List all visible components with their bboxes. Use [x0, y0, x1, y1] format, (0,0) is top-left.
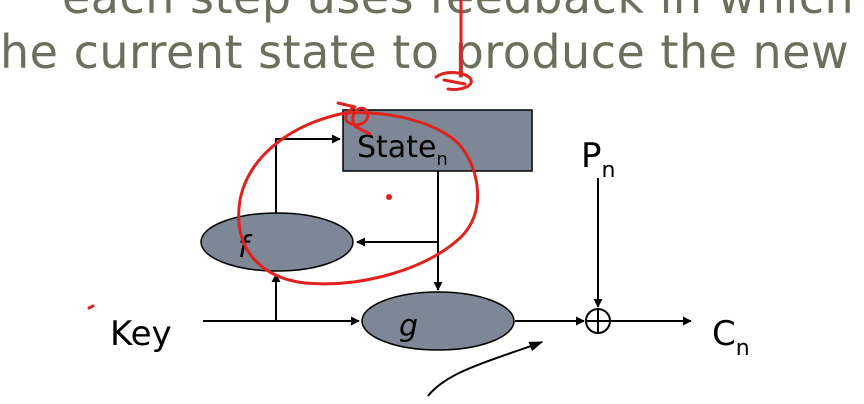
f-node — [200, 212, 354, 272]
red-tick-annotation — [87, 304, 95, 310]
key-label: Key — [110, 314, 172, 354]
plaintext-label: Pn — [581, 136, 615, 183]
ciphertext-subscript: n — [736, 336, 750, 361]
g-node — [361, 291, 515, 351]
red-dot-annotation — [386, 194, 392, 200]
handwritten-annotations — [87, 0, 480, 310]
state-label: Staten — [357, 130, 448, 170]
slide-text-line-2: he current state to produce the new — [0, 25, 850, 79]
plaintext-main: P — [581, 136, 602, 176]
plaintext-subscript: n — [602, 158, 616, 183]
f-to-state-arrow — [275, 134, 341, 213]
slide-text-line-1: each step uses feedback in which t — [62, 0, 864, 24]
red-cursor-annotation — [434, 0, 473, 91]
curved-pointer-arrow — [427, 341, 544, 397]
state-label-main: State — [357, 130, 436, 165]
red-loop-annotation — [237, 111, 480, 286]
xor-symbol — [585, 308, 611, 334]
g-label: g — [399, 309, 418, 344]
red-scribble-annotation — [336, 101, 372, 136]
ciphertext-label: Cn — [712, 314, 750, 361]
state-label-subscript: n — [436, 149, 447, 170]
ciphertext-main: C — [712, 314, 736, 354]
